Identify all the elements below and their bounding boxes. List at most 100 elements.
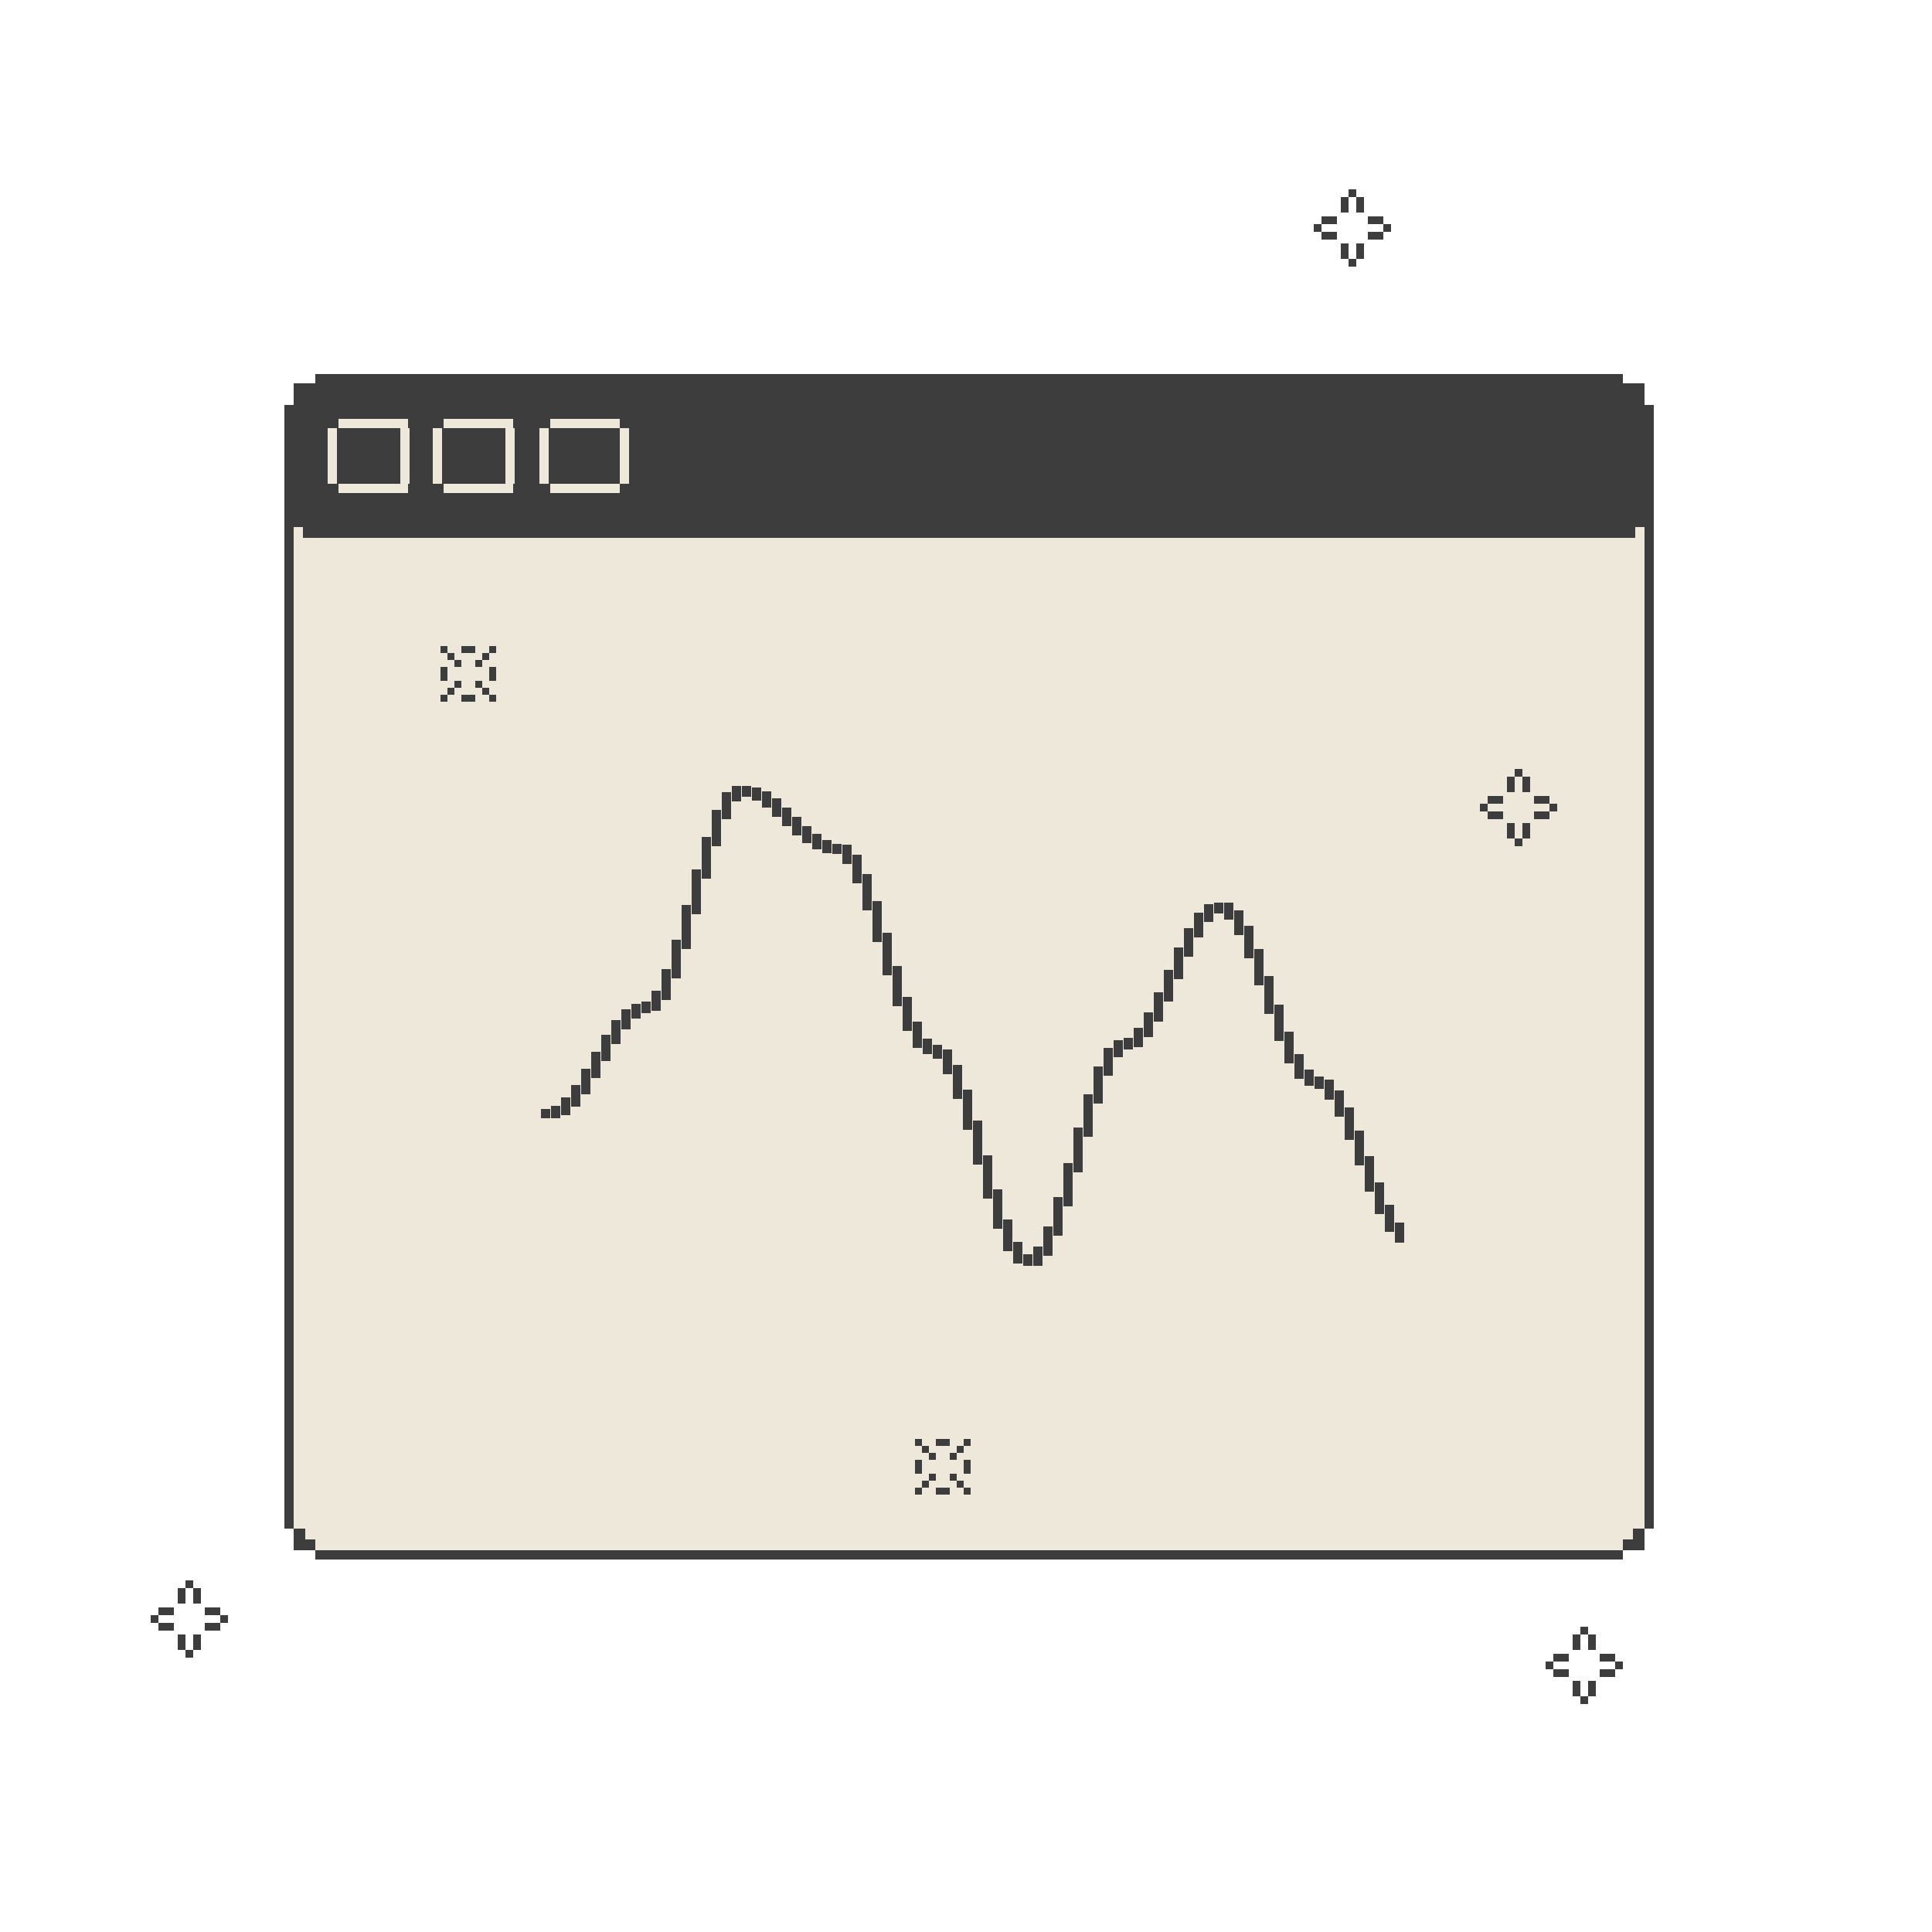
sparkle-pixel: [158, 1623, 174, 1631]
sparkle-pixel: [1615, 1662, 1623, 1669]
line-segment: [933, 1045, 942, 1059]
sparkle-pixel: [1573, 1681, 1580, 1696]
sparkle-pixel: [1349, 259, 1356, 267]
line-segment: [772, 798, 781, 817]
line-segment: [973, 1121, 982, 1165]
sparkle-pixel: [936, 1439, 943, 1446]
sparkle-pixel: [964, 1460, 971, 1467]
line-segment: [983, 1155, 992, 1199]
sparkle-pixel: [1600, 1654, 1615, 1662]
line-segment: [1284, 1032, 1294, 1063]
sparkle-pixel: [1515, 838, 1522, 846]
line-segment: [1214, 903, 1223, 913]
sparkle-pixel: [440, 695, 447, 702]
line-segment: [611, 1020, 621, 1044]
line-segment: [1375, 1182, 1384, 1214]
cross-sparkle-icon: [915, 1439, 971, 1495]
sparkle-pixel: [964, 1488, 971, 1495]
line-segment: [1274, 1005, 1284, 1041]
sparkle-pixel: [461, 646, 468, 653]
line-segment: [1154, 992, 1163, 1022]
sparkle-pixel: [929, 1474, 936, 1481]
sparkle-pixel: [220, 1615, 228, 1623]
line-segment: [1114, 1040, 1123, 1057]
sparkle-pixel: [957, 1481, 964, 1488]
sparkle-pixel: [1383, 224, 1391, 232]
sparkle-pixel: [1588, 1681, 1596, 1696]
sparkle-pixel: [447, 688, 454, 695]
sparkle-pixel: [1553, 1669, 1569, 1677]
sparkle-pixel: [1321, 232, 1337, 240]
line-segment: [842, 845, 852, 864]
line-segment: [762, 791, 771, 808]
sparkle-pixel: [205, 1607, 220, 1615]
sparkle-pixel: [482, 653, 489, 660]
line-segment: [1073, 1128, 1083, 1172]
line-segment: [1033, 1247, 1043, 1266]
sparkle-pixel: [1480, 804, 1488, 811]
line-segment: [883, 933, 892, 975]
sparkle-pixel: [915, 1460, 922, 1467]
line-segment: [672, 940, 681, 978]
sparkle-pixel: [922, 1446, 929, 1453]
sparkle-pixel: [915, 1439, 922, 1446]
line-segment: [631, 1004, 641, 1019]
sparkle-pixel: [943, 1488, 950, 1495]
sparkle-pixel: [440, 667, 447, 674]
line-segment: [1294, 1054, 1304, 1079]
line-segment: [641, 1002, 651, 1013]
line-segment: [1003, 1219, 1012, 1251]
line-segment: [822, 840, 832, 853]
window-control-2[interactable]: [433, 419, 515, 493]
line-segment: [993, 1189, 1002, 1229]
sparkle-pixel: [454, 681, 461, 688]
line-segment: [862, 874, 872, 910]
line-segment: [1063, 1163, 1073, 1206]
line-segment: [832, 844, 842, 854]
line-segment: [1174, 947, 1183, 979]
line-segment: [1315, 1077, 1324, 1089]
app-window: [284, 374, 1654, 1560]
sparkle-pixel: [1356, 197, 1364, 213]
line-segment: [802, 826, 811, 843]
sparkle-pixel: [193, 1634, 201, 1650]
sparkle-pixel: [915, 1488, 922, 1495]
sparkle-pixel: [489, 667, 496, 674]
sparkle-pixel: [454, 660, 461, 667]
corner-pixel: [305, 1539, 315, 1550]
sparkle-pixel: [964, 1467, 971, 1474]
sparkle-pixel: [964, 1439, 971, 1446]
sparkle-pixel: [1534, 796, 1549, 804]
sparkle-pixel: [178, 1634, 185, 1650]
window-control-1[interactable]: [328, 419, 410, 493]
sparkle-pixel: [468, 695, 475, 702]
sparkle-pixel: [943, 1439, 950, 1446]
line-segment: [1234, 910, 1243, 935]
line-segment: [1194, 913, 1203, 937]
sparkle-pixel: [1522, 777, 1530, 792]
sparkle-pixel: [185, 1580, 193, 1588]
sparkle-pixel: [1580, 1696, 1588, 1704]
sparkle-pixel: [1341, 197, 1349, 213]
line-segment: [782, 808, 791, 826]
sparkles-layer: [151, 189, 1623, 1704]
sparkle-icon: [151, 1580, 228, 1658]
line-segment: [1204, 904, 1213, 922]
sparkle-pixel: [1580, 1627, 1588, 1634]
sparkle-pixel: [1507, 823, 1515, 838]
sparkle-pixel: [158, 1607, 174, 1615]
line-segment: [712, 810, 721, 846]
sparkle-pixel: [489, 695, 496, 702]
line-segment: [551, 1106, 560, 1118]
line-segment: [963, 1090, 972, 1130]
sparkle-icon: [1480, 769, 1557, 846]
sparkle-pixel: [185, 1650, 193, 1658]
sparkle-pixel: [1321, 216, 1337, 224]
line-segment: [1264, 976, 1274, 1014]
sparkle-pixel: [193, 1588, 201, 1604]
window-control-3[interactable]: [539, 419, 629, 493]
line-segment: [1254, 949, 1264, 985]
line-segment: [621, 1009, 631, 1029]
line-segment: [722, 792, 731, 819]
